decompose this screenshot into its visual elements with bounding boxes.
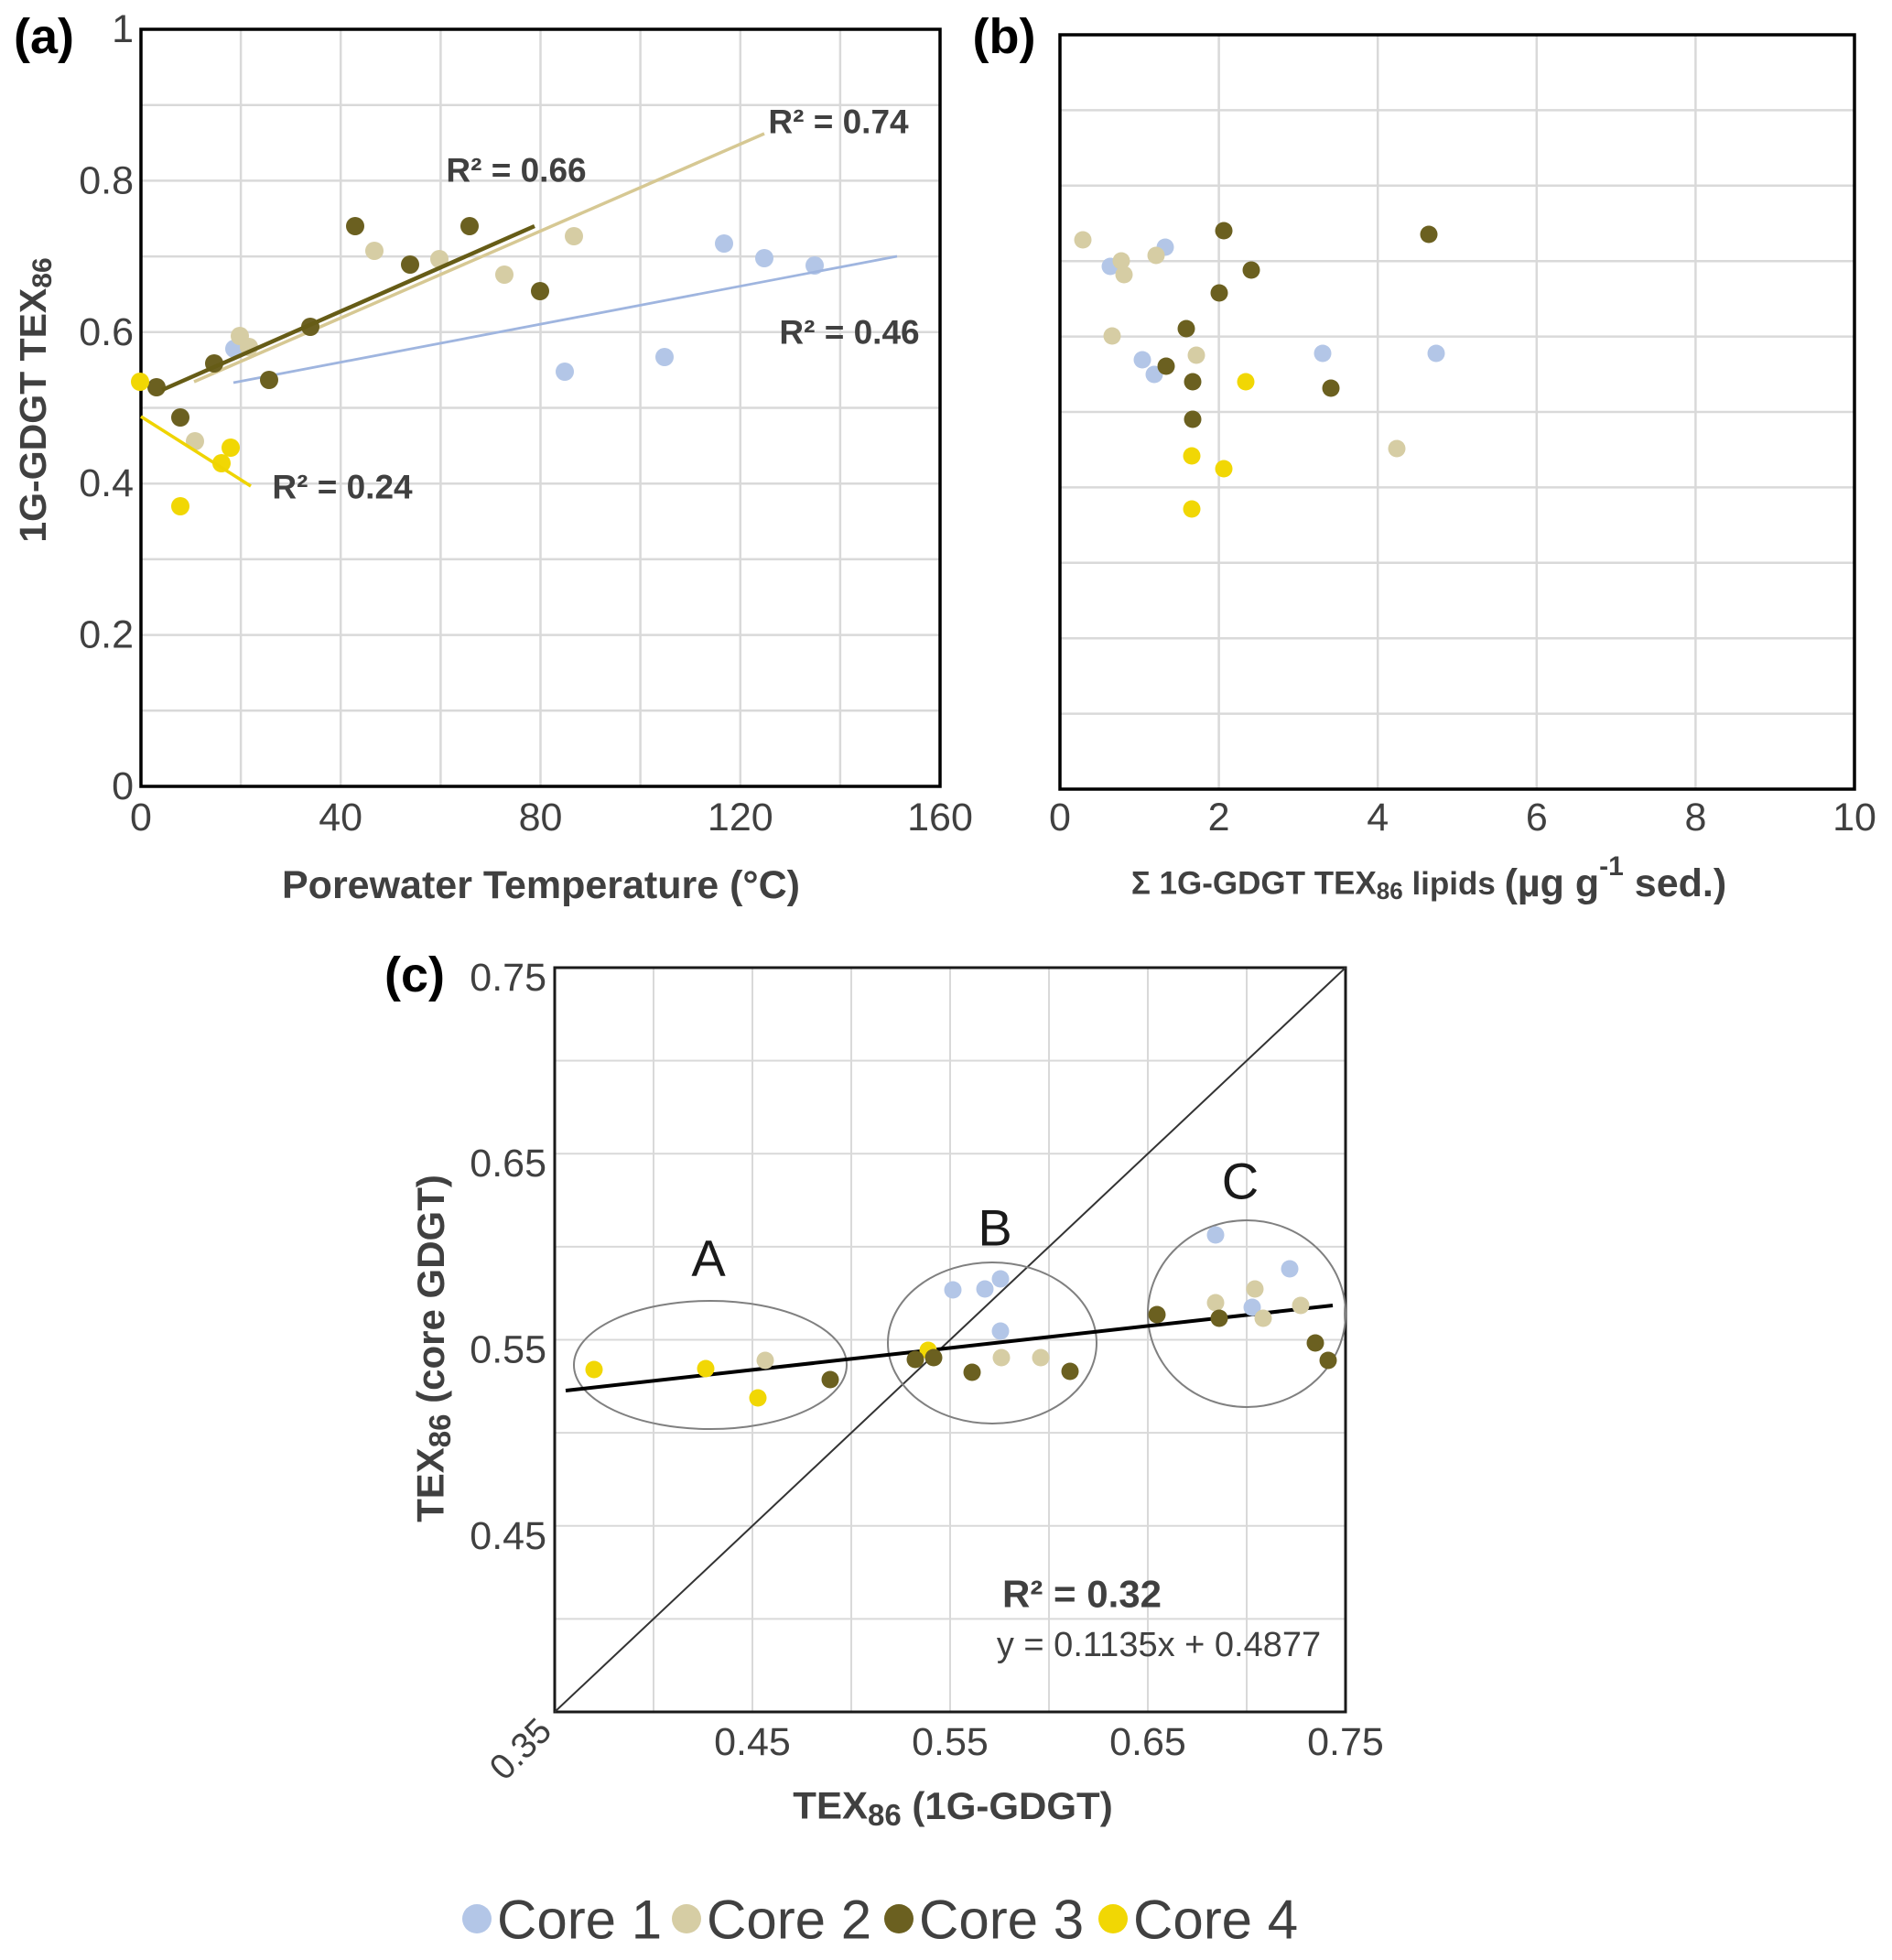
svg-text:A: A bbox=[691, 1229, 726, 1287]
svg-text:B: B bbox=[978, 1199, 1011, 1257]
svg-text:6: 6 bbox=[1526, 796, 1548, 839]
svg-text:0: 0 bbox=[1049, 796, 1071, 839]
svg-text:4: 4 bbox=[1367, 796, 1389, 839]
svg-text:(c): (c) bbox=[384, 948, 445, 1002]
svg-text:0.75: 0.75 bbox=[470, 956, 546, 1000]
svg-text:10: 10 bbox=[1833, 796, 1876, 839]
svg-text:0.4: 0.4 bbox=[79, 461, 134, 505]
svg-text:0.65: 0.65 bbox=[470, 1142, 546, 1186]
svg-text:0.2: 0.2 bbox=[79, 613, 134, 657]
svg-text:R² = 0.24: R² = 0.24 bbox=[272, 469, 413, 506]
svg-text:0.6: 0.6 bbox=[79, 310, 134, 354]
svg-text:R² = 0.32: R² = 0.32 bbox=[1002, 1573, 1162, 1616]
svg-text:Core 1: Core 1 bbox=[497, 1890, 662, 1951]
svg-text:8: 8 bbox=[1684, 796, 1706, 839]
svg-text:160: 160 bbox=[907, 796, 973, 839]
svg-text:y = 0.1135x + 0.4877: y = 0.1135x + 0.4877 bbox=[997, 1626, 1321, 1664]
svg-text:C: C bbox=[1222, 1153, 1259, 1210]
svg-text:(b): (b) bbox=[973, 9, 1036, 64]
svg-text:0.8: 0.8 bbox=[79, 158, 134, 202]
svg-text:Core 4: Core 4 bbox=[1133, 1890, 1298, 1951]
svg-text:TEX86 (core GDGT): TEX86 (core GDGT) bbox=[409, 1175, 457, 1522]
svg-text:120: 120 bbox=[708, 796, 773, 839]
svg-text:Porewater Temperature (°C): Porewater Temperature (°C) bbox=[282, 863, 800, 907]
svg-text:0: 0 bbox=[130, 796, 152, 839]
svg-text:TEX86 (1G-GDGT): TEX86 (1G-GDGT) bbox=[793, 1784, 1112, 1832]
svg-text:40: 40 bbox=[319, 796, 362, 839]
svg-text:0: 0 bbox=[112, 764, 134, 808]
svg-text:(a): (a) bbox=[14, 9, 74, 64]
svg-text:0.75: 0.75 bbox=[1307, 1720, 1384, 1764]
svg-text:0.45: 0.45 bbox=[470, 1514, 546, 1558]
svg-text:2: 2 bbox=[1208, 796, 1230, 839]
svg-text:1: 1 bbox=[112, 7, 134, 51]
svg-text:0.55: 0.55 bbox=[912, 1720, 989, 1764]
svg-text:R² = 0.66: R² = 0.66 bbox=[446, 152, 586, 190]
svg-text:0.45: 0.45 bbox=[714, 1720, 791, 1764]
svg-text:R² = 0.74: R² = 0.74 bbox=[768, 103, 909, 141]
svg-text:80: 80 bbox=[519, 796, 563, 839]
svg-text:Core 3: Core 3 bbox=[919, 1890, 1084, 1951]
svg-text:Core 2: Core 2 bbox=[707, 1890, 871, 1951]
svg-text:R² = 0.46: R² = 0.46 bbox=[779, 314, 919, 352]
svg-text:0.65: 0.65 bbox=[1109, 1720, 1186, 1764]
svg-text:1G-GDGT TEX86: 1G-GDGT TEX86 bbox=[12, 257, 58, 542]
svg-text:0.55: 0.55 bbox=[470, 1328, 546, 1372]
